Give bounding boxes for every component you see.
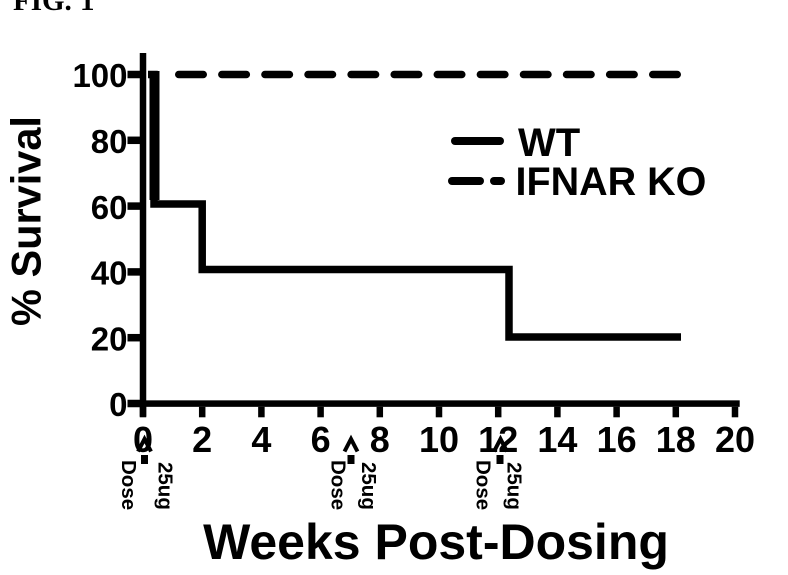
svg-text:14: 14 (537, 419, 577, 460)
svg-text:8: 8 (370, 419, 390, 460)
svg-text:0: 0 (109, 386, 127, 423)
svg-text:Weeks Post-Dosing: Weeks Post-Dosing (203, 514, 669, 570)
svg-text:6: 6 (311, 419, 331, 460)
svg-text:18: 18 (656, 419, 696, 460)
svg-text:2: 2 (192, 419, 212, 460)
svg-text:FIG.1: FIG. 1 (13, 0, 95, 17)
svg-text:25ug: 25ug (502, 462, 525, 510)
svg-text:20: 20 (91, 320, 128, 357)
svg-text:20: 20 (715, 419, 755, 460)
svg-text:40: 40 (91, 255, 128, 292)
svg-text:WT: WT (518, 121, 580, 165)
svg-text:% Survival: % Survival (3, 116, 50, 326)
svg-text:100: 100 (72, 57, 127, 94)
svg-text:16: 16 (597, 419, 637, 460)
svg-text:4: 4 (251, 419, 271, 460)
svg-text:Dose: Dose (472, 460, 495, 510)
svg-text:Dose: Dose (117, 460, 140, 510)
svg-text:Dose: Dose (327, 460, 350, 510)
svg-text:10: 10 (419, 419, 459, 460)
svg-text:25ug: 25ug (153, 462, 176, 510)
svg-text:IFNAR KO: IFNAR KO (516, 160, 707, 204)
svg-text:25ug: 25ug (357, 462, 380, 510)
svg-text:80: 80 (91, 123, 128, 160)
svg-text:60: 60 (91, 189, 128, 226)
